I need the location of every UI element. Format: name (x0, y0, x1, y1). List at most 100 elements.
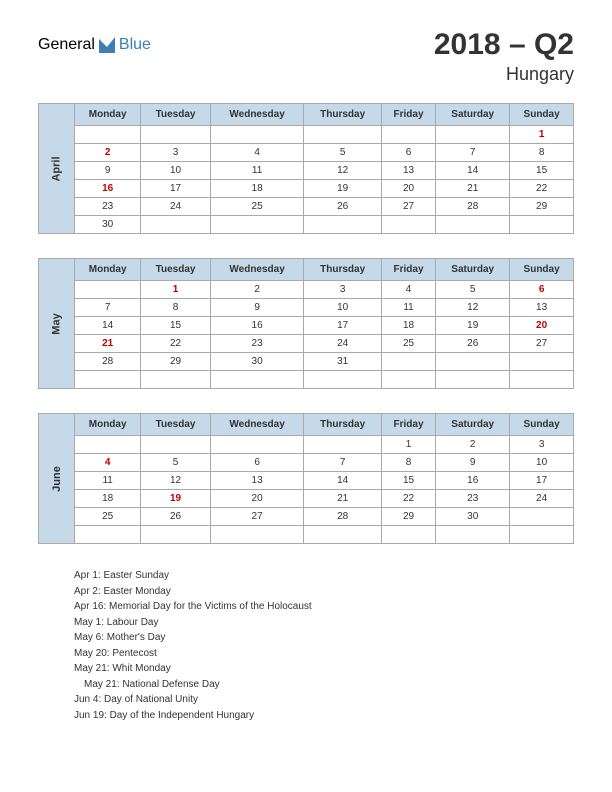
day-header: Saturday (436, 104, 510, 126)
calendar-day (510, 526, 574, 544)
calendar-day (75, 126, 141, 144)
calendar-day: 5 (436, 281, 510, 299)
calendar-day: 27 (210, 508, 304, 526)
holiday-item: Apr 1: Easter Sunday (74, 568, 574, 584)
calendar-day (75, 371, 141, 389)
day-header: Thursday (304, 414, 382, 436)
calendar-row: 14151617181920 (75, 317, 574, 335)
holidays-list: Apr 1: Easter SundayApr 2: Easter Monday… (74, 568, 574, 723)
calendar-row: 45678910 (75, 454, 574, 472)
calendar-day: 29 (141, 353, 211, 371)
calendar-day: 5 (141, 454, 211, 472)
holiday-item: May 20: Pentecost (74, 646, 574, 662)
page-title: 2018 – Q2 (434, 28, 574, 62)
logo-icon (99, 37, 115, 53)
calendar-day: 30 (75, 216, 141, 234)
calendar-day (381, 526, 435, 544)
calendar-day (210, 371, 304, 389)
calendar-day: 24 (304, 335, 382, 353)
calendar-day: 26 (436, 335, 510, 353)
calendar-day-holiday: 1 (141, 281, 211, 299)
calendar-row: 21222324252627 (75, 335, 574, 353)
calendar-day-holiday: 19 (141, 490, 211, 508)
calendar-day (210, 526, 304, 544)
calendar-day: 7 (304, 454, 382, 472)
calendar-day: 26 (304, 198, 382, 216)
logo-text-general: General (38, 36, 95, 54)
calendar-day: 7 (75, 299, 141, 317)
month-label: May (38, 258, 74, 389)
page-subtitle: Hungary (434, 64, 574, 85)
calendar-day: 13 (210, 472, 304, 490)
calendar-day: 30 (210, 353, 304, 371)
calendar-day (210, 436, 304, 454)
calendar-day (510, 353, 574, 371)
day-header: Thursday (304, 104, 382, 126)
calendar-row: 252627282930 (75, 508, 574, 526)
day-header: Friday (381, 259, 435, 281)
calendar-day (75, 281, 141, 299)
day-header: Sunday (510, 414, 574, 436)
calendar-day: 12 (141, 472, 211, 490)
calendar-day: 14 (436, 162, 510, 180)
day-header: Sunday (510, 104, 574, 126)
calendar-day-holiday: 16 (75, 180, 141, 198)
calendar-day (75, 436, 141, 454)
calendar-day: 17 (510, 472, 574, 490)
calendar-day: 4 (381, 281, 435, 299)
calendar-day: 25 (381, 335, 435, 353)
calendar-day: 22 (141, 335, 211, 353)
calendar-day: 11 (381, 299, 435, 317)
calendar-row: 2345678 (75, 144, 574, 162)
calendar-month: JuneMondayTuesdayWednesdayThursdayFriday… (38, 413, 574, 544)
calendar-day: 16 (210, 317, 304, 335)
calendar-month: MayMondayTuesdayWednesdayThursdayFridayS… (38, 258, 574, 389)
day-header: Wednesday (210, 104, 304, 126)
calendar-day: 12 (436, 299, 510, 317)
holiday-item: May 6: Mother's Day (74, 630, 574, 646)
holiday-item: Jun 19: Day of the Independent Hungary (74, 708, 574, 724)
calendar-day (510, 216, 574, 234)
calendar-day (436, 353, 510, 371)
day-header: Monday (75, 259, 141, 281)
calendar-row: 9101112131415 (75, 162, 574, 180)
calendar-day: 12 (304, 162, 382, 180)
calendar-day: 26 (141, 508, 211, 526)
calendar-day: 17 (141, 180, 211, 198)
day-header: Sunday (510, 259, 574, 281)
calendar-day (381, 371, 435, 389)
calendar-day-holiday: 4 (75, 454, 141, 472)
calendar-row (75, 371, 574, 389)
month-name: April (51, 156, 63, 181)
calendar-day: 3 (510, 436, 574, 454)
calendar-grid: MondayTuesdayWednesdayThursdayFridaySatu… (74, 258, 574, 389)
calendar-day (141, 526, 211, 544)
calendar-day (381, 126, 435, 144)
calendar-day: 27 (510, 335, 574, 353)
calendar-day: 6 (210, 454, 304, 472)
calendar-day: 30 (436, 508, 510, 526)
calendar-row: 78910111213 (75, 299, 574, 317)
calendar-row: 1 (75, 126, 574, 144)
calendar-day (75, 526, 141, 544)
calendar-day (436, 526, 510, 544)
calendar-day: 10 (304, 299, 382, 317)
holiday-item: May 21: National Defense Day (74, 677, 574, 693)
month-label: April (38, 103, 74, 234)
calendar-row: 16171819202122 (75, 180, 574, 198)
calendar-day: 28 (304, 508, 382, 526)
calendar-day: 19 (436, 317, 510, 335)
calendar-day: 20 (210, 490, 304, 508)
calendar-day: 1 (381, 436, 435, 454)
calendar-day: 8 (381, 454, 435, 472)
calendar-day (210, 126, 304, 144)
calendar-day: 3 (304, 281, 382, 299)
day-header: Tuesday (141, 414, 211, 436)
calendar-day: 15 (141, 317, 211, 335)
calendar-day: 10 (510, 454, 574, 472)
calendar-day (304, 526, 382, 544)
day-header: Tuesday (141, 259, 211, 281)
calendar-day (381, 353, 435, 371)
calendar-day: 2 (210, 281, 304, 299)
calendar-day: 15 (381, 472, 435, 490)
